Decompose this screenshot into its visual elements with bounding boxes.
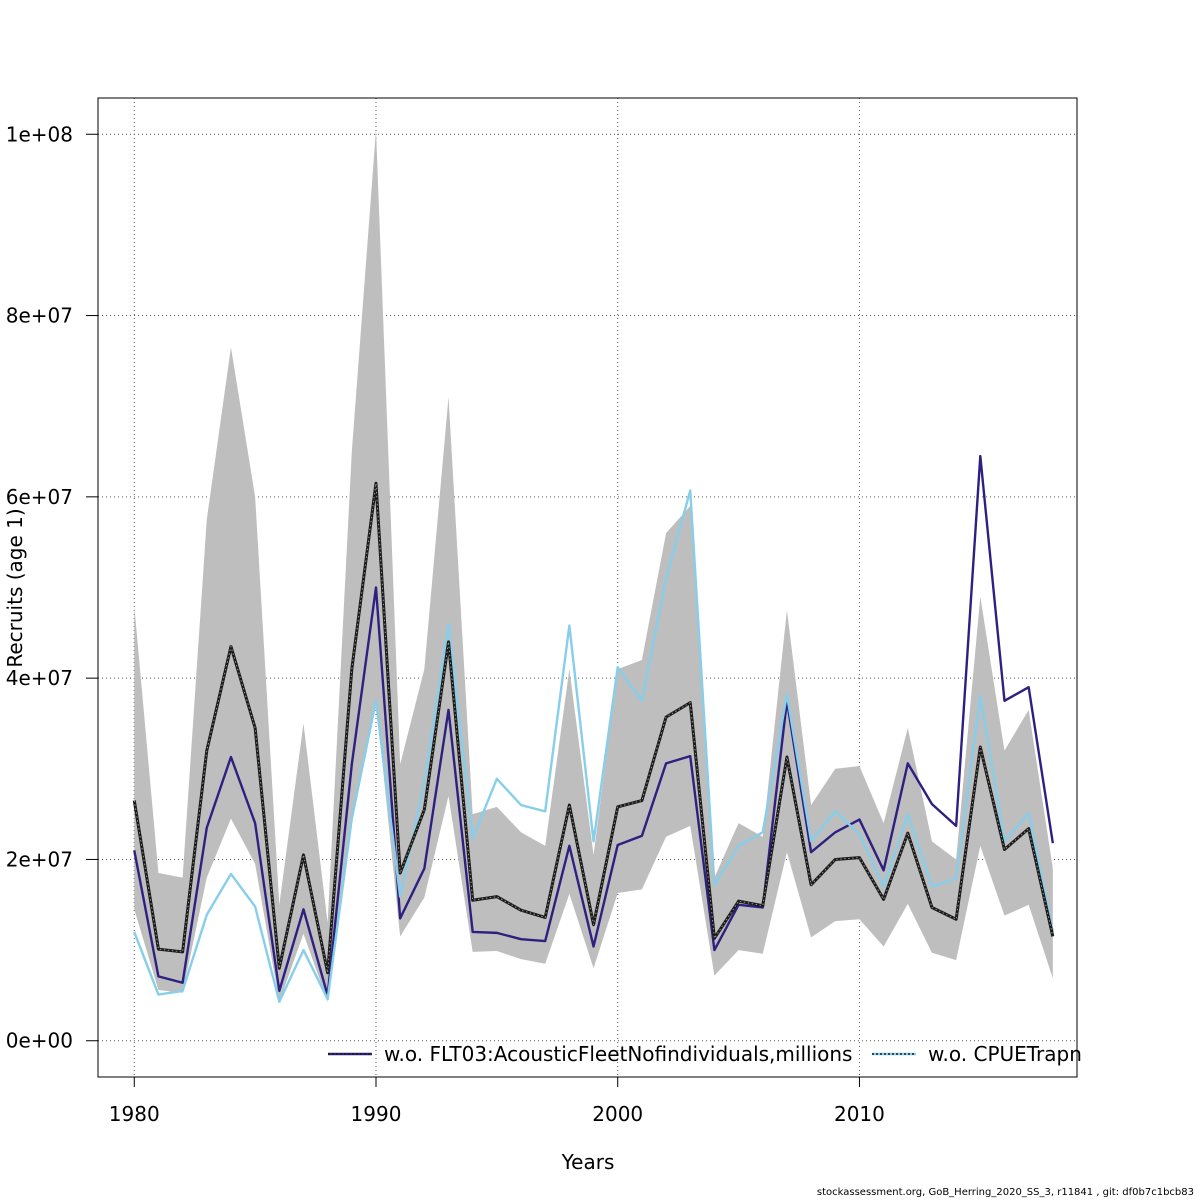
series-layer	[132, 454, 1055, 1003]
y-tick-label-5: 1e+08	[6, 122, 73, 146]
y-tick-label-2: 4e+07	[6, 666, 73, 690]
legend-item-cpuetrapn: w.o. CPUETrapn	[872, 1042, 1082, 1066]
footer-caption: stockassessment.org, GoB_Herring_2020_SS…	[816, 1187, 1194, 1198]
legend: w.o. FLT03:AcousticFleetNofindividuals,m…	[328, 1042, 1082, 1066]
legend-item-flt03: w.o. FLT03:AcousticFleetNofindividuals,m…	[328, 1042, 852, 1066]
y-axis-title: Recruits (age 1)	[3, 508, 27, 667]
y-tick-label-4: 8e+07	[6, 304, 73, 328]
series-line-flt03	[133, 454, 1055, 997]
x-tick-label-2000: 2000	[592, 1102, 643, 1126]
x-tick-label-2010: 2010	[834, 1102, 885, 1126]
y-tick-label-1: 2e+07	[6, 847, 73, 871]
x-tick-label-1990: 1990	[351, 1102, 402, 1126]
confidence-band-layer	[134, 129, 1053, 1002]
x-axis: 1980 1990 2000 2010	[109, 1076, 885, 1126]
confidence-band	[134, 129, 1053, 1002]
legend-label-flt03: w.o. FLT03:AcousticFleetNofindividuals,m…	[384, 1042, 852, 1066]
y-axis: 0e+00 2e+07 4e+07 6e+07 8e+07 1e+08	[6, 122, 98, 1053]
y-tick-label-0: 0e+00	[6, 1029, 73, 1053]
x-tick-label-1980: 1980	[109, 1102, 160, 1126]
series-line-base-dots	[133, 483, 1054, 973]
y-tick-label-3: 6e+07	[6, 485, 73, 509]
legend-label-cpuetrapn: w.o. CPUETrapn	[928, 1042, 1082, 1066]
series-line-cpuetrapn	[133, 489, 1055, 1003]
x-axis-title: Years	[561, 1150, 615, 1174]
